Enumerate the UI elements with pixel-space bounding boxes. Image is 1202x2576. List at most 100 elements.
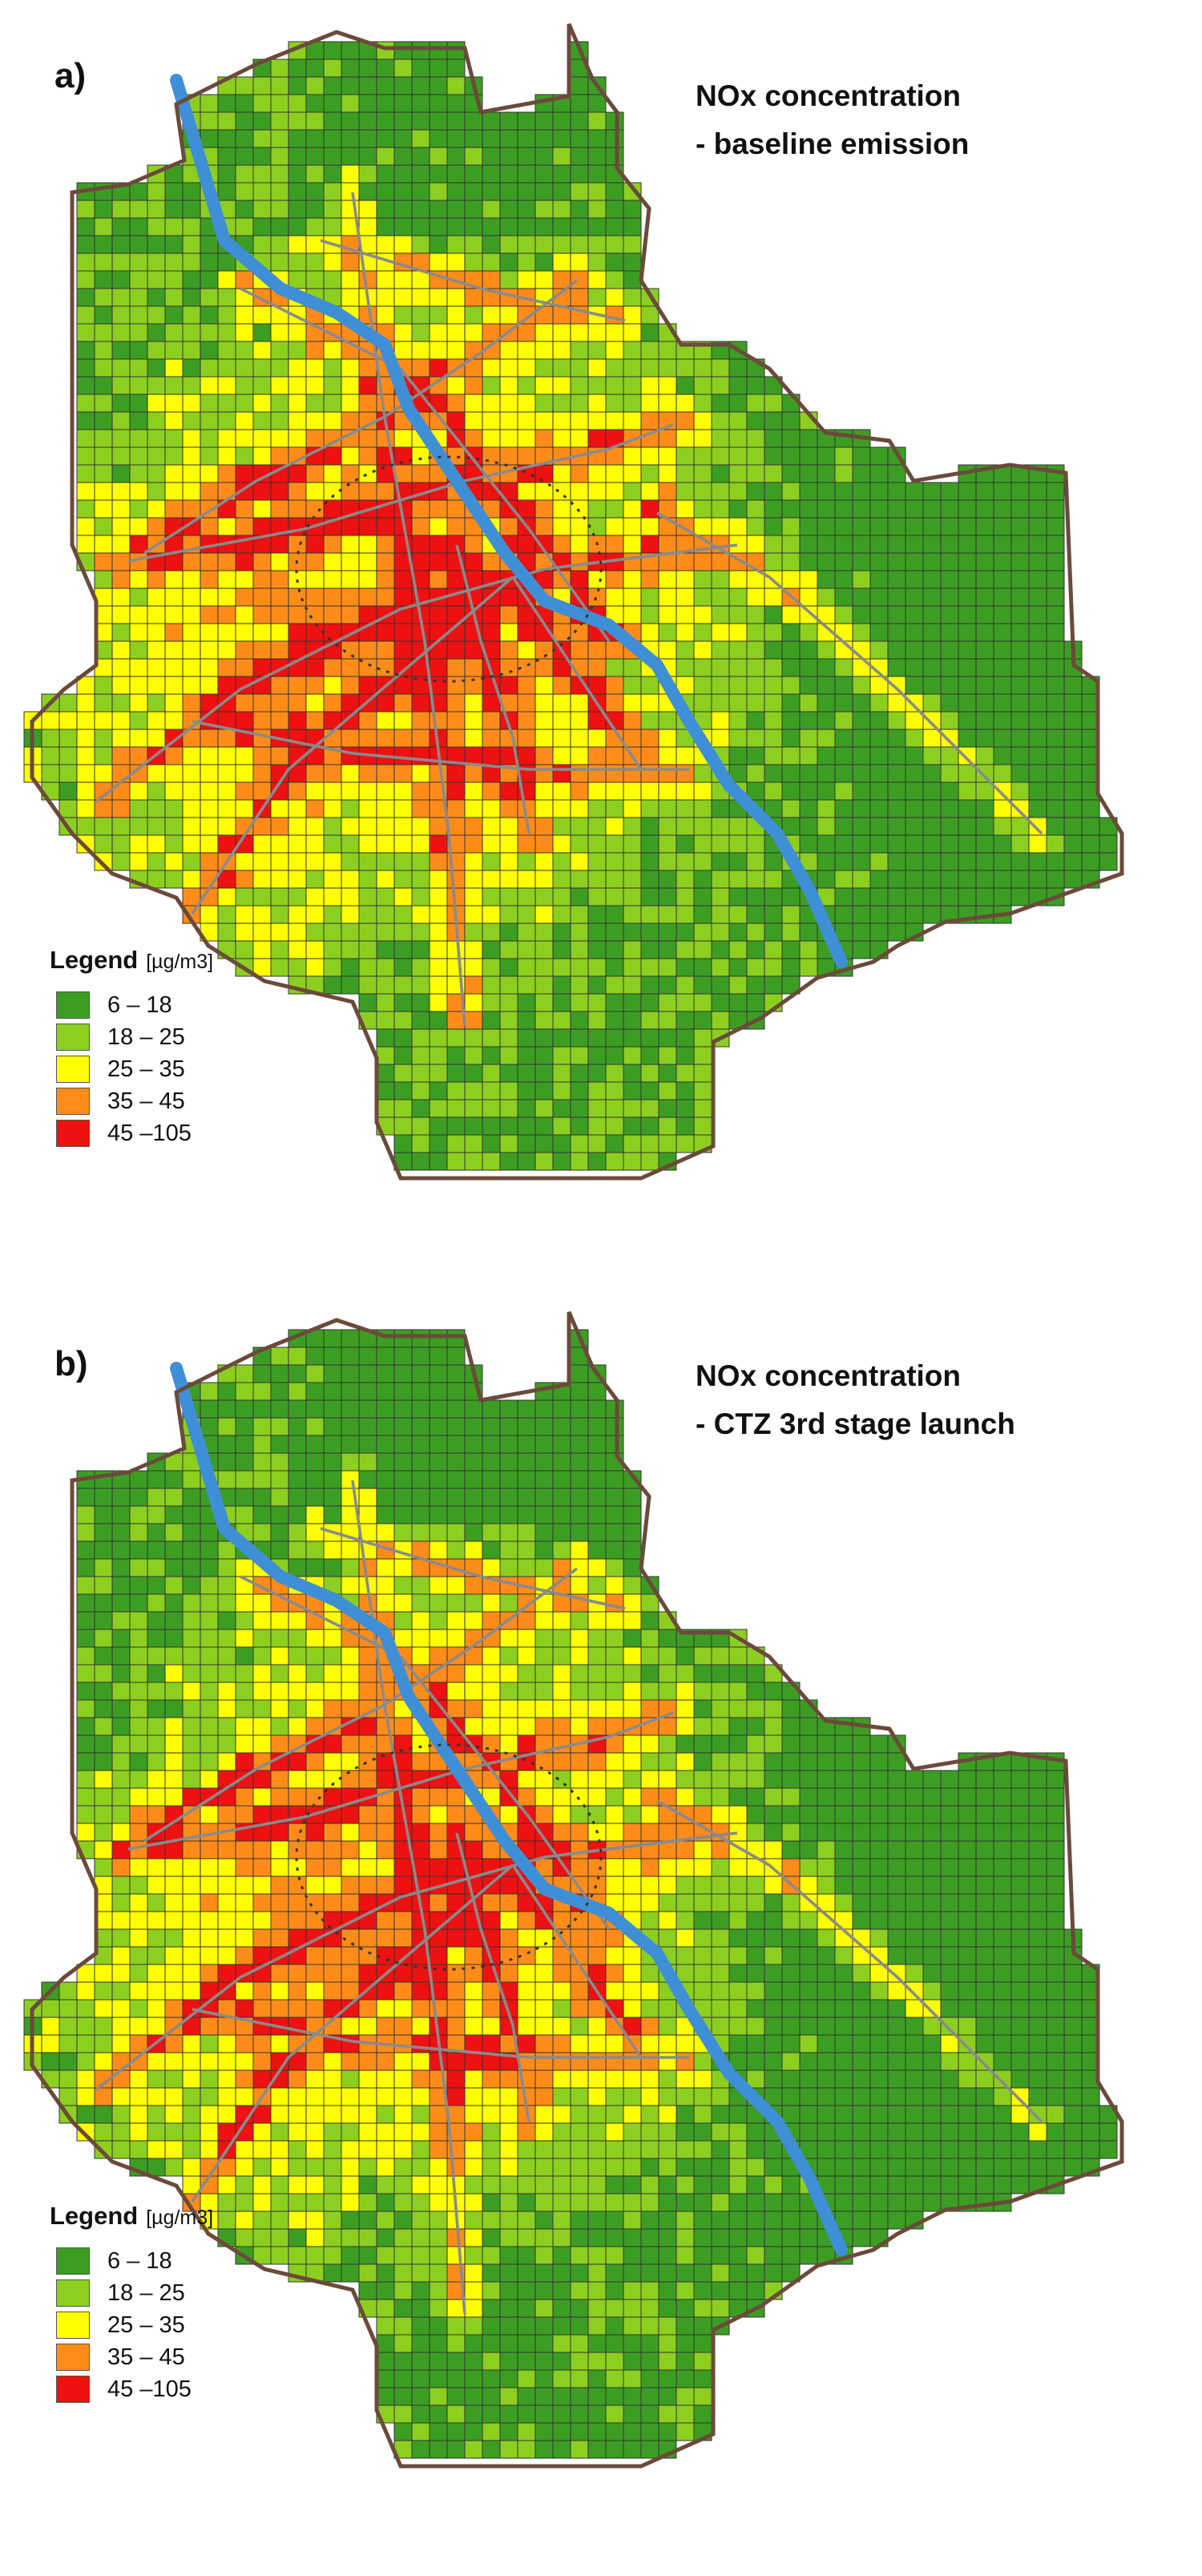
grid-cell: [1046, 2069, 1065, 2089]
grid-cell: [147, 1875, 166, 1895]
grid-cell: [993, 570, 1012, 589]
grid-cell: [376, 2228, 395, 2247]
grid-cell: [887, 1999, 906, 2018]
grid-cell: [288, 570, 307, 589]
grid-cell: [235, 464, 254, 483]
grid-cell: [464, 993, 483, 1012]
grid-cell: [393, 1611, 413, 1630]
grid-cell: [411, 1329, 430, 1348]
grid-cell: [693, 940, 712, 959]
grid-cell: [323, 94, 342, 113]
grid-cell: [376, 59, 395, 78]
grid-cell: [746, 658, 765, 677]
grid-cell: [499, 1099, 518, 1118]
grid-cell: [958, 781, 977, 801]
grid-cell: [464, 817, 483, 836]
grid-cell: [323, 1488, 342, 1507]
grid-cell: [817, 499, 836, 519]
grid-cell: [499, 1505, 518, 1524]
grid-cell: [711, 2175, 730, 2194]
grid-cell: [94, 1823, 113, 1842]
grid-cell: [341, 376, 360, 395]
grid-cell: [1063, 1964, 1083, 1983]
grid-cell: [147, 2140, 166, 2159]
grid-cell: [429, 887, 448, 906]
grid-cell: [534, 1964, 554, 1983]
grid-cell: [235, 200, 254, 219]
grid-cell: [693, 1646, 712, 1666]
grid-cell: [235, 1382, 254, 1401]
legend-swatch: [56, 991, 90, 1019]
grid-cell: [482, 270, 501, 289]
grid-cell: [605, 376, 624, 395]
grid-cell: [288, 2175, 307, 2194]
grid-cell: [288, 1699, 307, 1718]
grid-cell: [358, 76, 377, 95]
grid-cell: [76, 1540, 95, 1560]
grid-cell: [129, 852, 148, 871]
grid-cell: [869, 2193, 889, 2212]
grid-cell: [711, 499, 730, 519]
grid-cell: [623, 323, 642, 342]
grid-cell: [658, 570, 677, 589]
grid-cell: [587, 111, 607, 131]
grid-cell: [781, 1946, 801, 1965]
grid-cell: [164, 394, 184, 413]
grid-cell: [76, 2087, 95, 2106]
grid-cell: [464, 2122, 483, 2142]
grid-cell: [76, 2069, 95, 2089]
grid-cell: [270, 1770, 289, 1789]
grid-cell: [517, 358, 536, 378]
grid-cell: [200, 2087, 219, 2106]
grid-cell: [623, 1893, 642, 1912]
legend-item: 45 –105: [50, 1117, 213, 1149]
grid-cell: [217, 1593, 236, 1613]
grid-cell: [1046, 605, 1065, 624]
grid-cell: [288, 1382, 307, 1401]
grid-cell: [288, 1682, 307, 1701]
grid-cell: [252, 1682, 272, 1701]
grid-cell: [499, 517, 518, 536]
grid-cell: [781, 1734, 801, 1754]
grid-cell: [975, 2105, 994, 2124]
grid-cell: [869, 887, 889, 906]
grid-cell: [129, 2017, 148, 2036]
grid-cell: [129, 482, 148, 501]
grid-cell: [781, 781, 801, 801]
grid-cell: [940, 1840, 959, 1859]
grid-cell: [288, 1770, 307, 1789]
grid-cell: [552, 341, 571, 360]
grid-cell: [958, 2034, 977, 2053]
grid-cell: [570, 817, 589, 836]
grid-cell: [341, 552, 360, 571]
grid-cell: [200, 2140, 219, 2159]
grid-cell: [147, 799, 166, 818]
grid-cell: [252, 1488, 272, 1507]
grid-cell: [587, 1064, 607, 1083]
grid-cell: [358, 2105, 377, 2124]
grid-cell: [587, 2263, 607, 2283]
grid-cell: [922, 887, 942, 906]
grid-cell: [94, 1576, 113, 1595]
grid-cell: [252, 711, 272, 730]
grid-cell: [94, 1752, 113, 1771]
grid-cell: [958, 605, 977, 624]
grid-cell: [76, 764, 95, 783]
grid-cell: [429, 570, 448, 589]
grid-cell: [217, 129, 236, 148]
grid-cell: [464, 1928, 483, 1948]
grid-cell: [288, 905, 307, 924]
grid-cell: [587, 1946, 607, 1965]
grid-cell: [111, 2087, 131, 2106]
grid-cell: [640, 2122, 659, 2142]
grid-cell: [1028, 1999, 1047, 2018]
grid-cell: [429, 711, 448, 730]
grid-cell: [534, 1805, 554, 1824]
grid-cell: [235, 1452, 254, 1472]
grid-cell: [182, 658, 201, 677]
grid-cell: [869, 517, 889, 536]
grid-cell: [1046, 552, 1065, 571]
grid-cell: [640, 411, 659, 430]
grid-cell: [464, 1699, 483, 1718]
grid-cell: [411, 1116, 430, 1136]
